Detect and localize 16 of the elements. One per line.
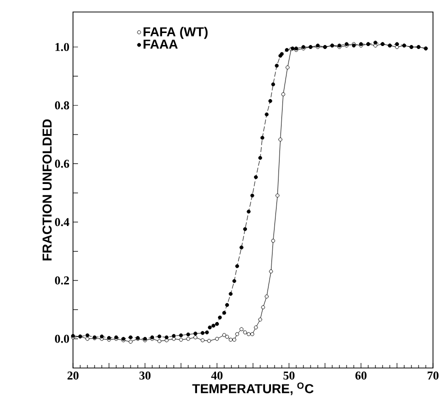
y-tick-label: 0.6	[54, 160, 70, 168]
legend-label: FAFA (WT)	[144, 26, 208, 39]
y-tick-label: 1.0	[55, 42, 70, 52]
legend-label: FAAA	[144, 40, 178, 49]
x-tick-label: 40	[211, 372, 223, 380]
x-axis-title: TEMPERATURE, $^{O}$C	[192, 382, 314, 396]
y-tick-label: 0.8	[54, 101, 70, 110]
x-tick-label: 30	[139, 372, 151, 380]
x-tick-label: 60	[355, 372, 367, 380]
x-tick-label: 20	[68, 372, 79, 380]
x-tick-label: 50	[284, 372, 295, 380]
y-tick-label: 0.4	[54, 218, 70, 226]
y-axis-title: FRACTION UNFOLDED	[42, 119, 52, 260]
y-tick-label: 0.0	[54, 334, 70, 343]
x-tick-label: 70	[428, 372, 439, 380]
y-tick-label: 0.2	[54, 276, 69, 285]
